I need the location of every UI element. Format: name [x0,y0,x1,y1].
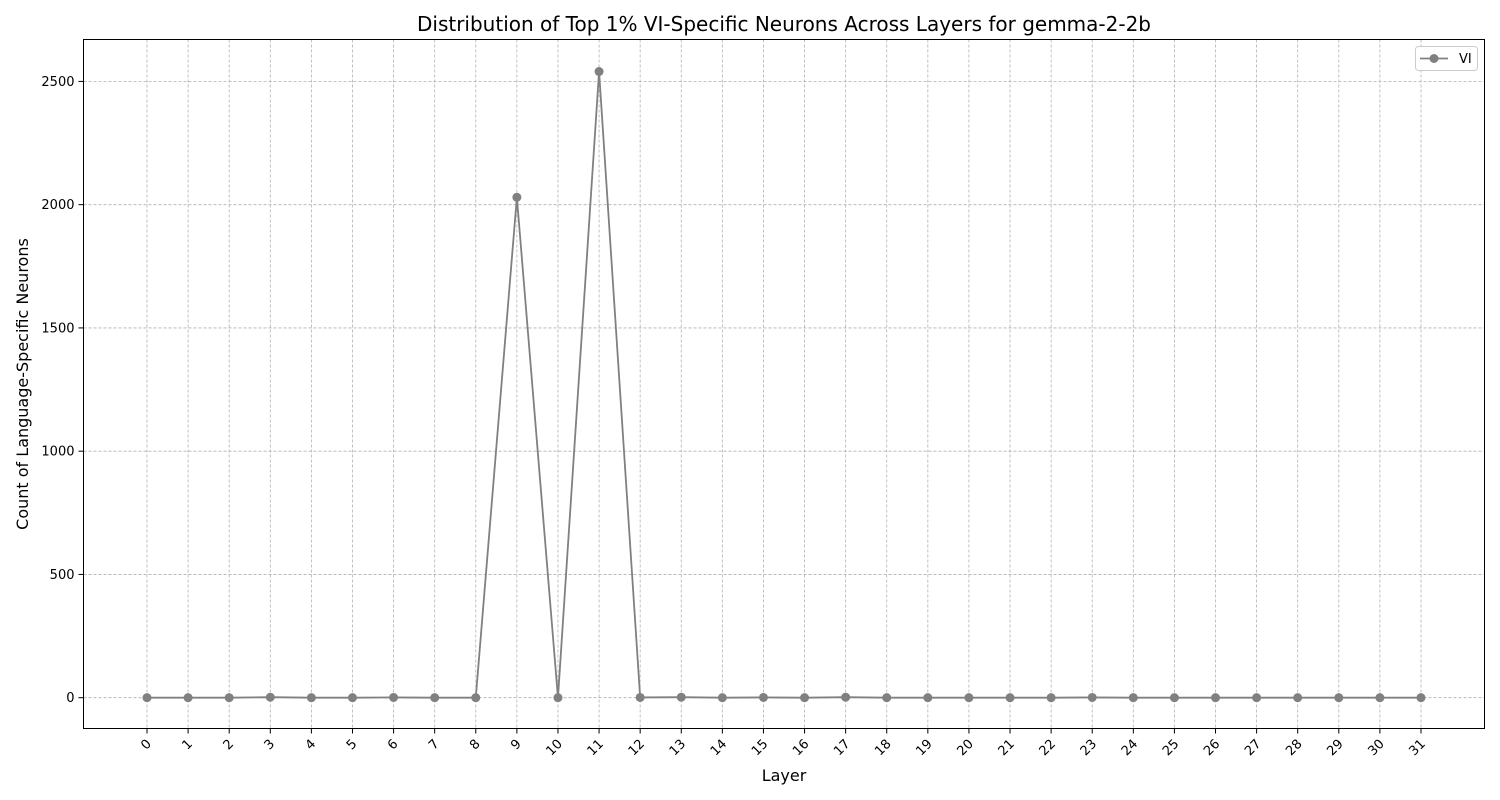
data-point [430,693,440,703]
x-tick-label: 31 [1407,737,1429,759]
data-point [1005,693,1015,703]
x-tick-label: 26 [1201,737,1223,759]
x-tick-label: 21 [996,737,1018,759]
legend-marker-vi [1429,54,1439,63]
data-point [923,693,933,703]
legend-label-vi: VI [1459,52,1472,67]
data-point [1046,693,1056,703]
x-axis-label: Layer [762,766,807,785]
grid [83,39,1485,729]
x-tick-label: 14 [708,737,730,759]
data-point [512,192,522,202]
x-tick-label: 22 [1037,737,1059,759]
data-point [1087,692,1097,702]
x-tick-label: 20 [954,737,976,759]
y-tick-label: 2500 [41,75,74,90]
y-tick-label: 1500 [41,321,74,336]
x-tick-label: 19 [913,737,935,759]
data-point [142,693,152,703]
data-point [553,693,563,703]
y-tick-label: 500 [50,568,75,583]
x-tick-label: 18 [872,737,894,759]
x-tick-label: 5 [344,737,360,753]
x-tick-label: 28 [1283,737,1305,759]
data-point [1293,693,1303,703]
x-tick-label: 3 [262,737,278,753]
data-point [1416,693,1426,703]
data-point [635,692,645,702]
x-tick-label: 4 [303,737,319,753]
data-point [183,693,193,703]
data-point [1128,693,1138,703]
y-tick-label: 1000 [41,445,74,460]
x-tick-label: 30 [1365,737,1387,759]
data-point [1375,693,1385,703]
data-point [594,67,604,77]
x-tick-label: 25 [1160,737,1182,759]
x-tick-label: 24 [1119,737,1141,759]
data-point [964,693,974,703]
data-point [471,693,481,703]
x-tick-label: 15 [749,737,771,759]
data-point [882,693,892,703]
plot-frame [83,39,1485,729]
data-point [1169,693,1179,703]
series-line-vi [147,70,1421,699]
x-tick-label: 13 [667,737,689,759]
data-point [1334,693,1344,703]
data-point [758,692,768,702]
data-point [224,693,234,703]
x-tick-label: 8 [467,737,483,753]
series-layer [142,67,1426,703]
y-tick-label: 2000 [41,198,74,213]
x-tick-label: 29 [1324,737,1346,759]
x-tick-label: 1 [179,737,195,753]
legend: VI [1415,46,1478,71]
x-tick-label: 16 [790,737,812,759]
data-point [676,692,686,702]
x-tick-label: 17 [831,737,853,759]
x-tick-label: 7 [426,737,442,753]
x-tick-label: 0 [138,737,154,753]
y-tick-label: 0 [66,691,74,706]
x-tick-label: 27 [1242,737,1264,759]
data-point [347,693,357,703]
chart-title: Distribution of Top 1% VI-Specific Neuro… [417,12,1151,36]
y-axis-label: Count of Language-Specific Neurons [13,238,32,530]
data-point [800,693,810,703]
axis-ticks: 0 1 2 3 4 5 6 7 8 9 10 11 12 13 14 15 16 17 18 19 20 21 22 23 24… [41,75,1428,759]
x-tick-label: 10 [543,737,565,759]
data-point [1252,693,1262,703]
x-tick-label: 11 [585,737,607,759]
data-point [389,692,399,702]
data-point [717,693,727,703]
x-tick-label: 12 [626,737,648,759]
x-tick-label: 23 [1078,737,1100,759]
data-point [841,692,851,702]
data-point [1211,693,1221,703]
data-point [306,693,316,703]
x-tick-label: 6 [385,737,401,753]
x-tick-label: 9 [508,737,524,753]
data-point [265,692,275,702]
x-tick-label: 2 [221,737,237,753]
